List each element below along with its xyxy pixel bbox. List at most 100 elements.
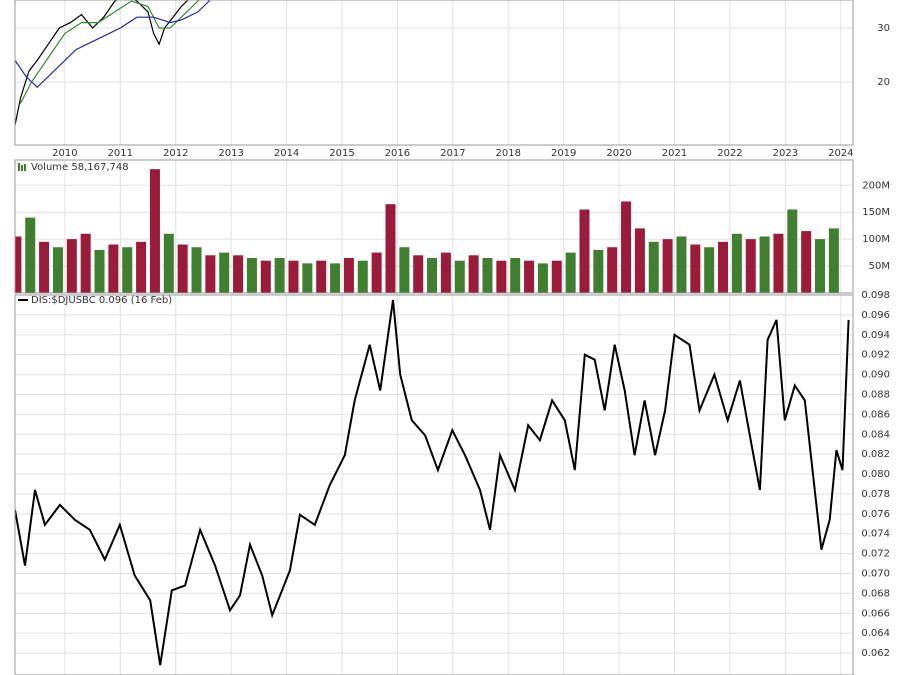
volume-bar — [246, 258, 257, 293]
volume-bar — [496, 260, 507, 293]
volume-bar — [773, 233, 784, 293]
volume-bar — [260, 260, 271, 293]
panel-background — [15, 0, 853, 145]
y-tick-label: 200M — [862, 180, 890, 191]
y-tick-label: 0.070 — [861, 569, 890, 580]
volume-bar — [25, 217, 36, 293]
volume-bar — [787, 209, 798, 293]
volume-bar — [454, 260, 465, 293]
x-tick-label: 2021 — [662, 148, 687, 159]
x-tick-label: 2018 — [496, 148, 521, 159]
volume-bar — [108, 244, 119, 293]
volume-bar — [482, 258, 493, 293]
panel — [15, 0, 853, 145]
volume-bar — [524, 260, 535, 293]
x-tick-label: 2010 — [52, 148, 77, 159]
panel — [15, 160, 853, 293]
volume-bar — [149, 169, 160, 293]
y-tick-label: 0.098 — [861, 290, 890, 301]
y-tick-label: 0.074 — [861, 529, 890, 540]
volume-bar — [274, 258, 285, 293]
y-tick-label: 100M — [862, 234, 890, 245]
volume-bar — [440, 252, 451, 293]
volume-bar — [676, 236, 687, 293]
panel-label: Volume 58,167,748 — [31, 162, 129, 173]
volume-bar — [565, 252, 576, 293]
y-tick-label: 0.064 — [861, 628, 890, 639]
series-line — [15, 0, 211, 89]
y-tick-label: 0.094 — [861, 330, 890, 341]
volume-bar — [371, 252, 382, 293]
volume-bar — [731, 233, 742, 293]
volume-bar — [205, 255, 216, 293]
panel-background — [15, 295, 853, 675]
volume-bar — [343, 258, 354, 293]
x-tick-label: 2015 — [329, 148, 354, 159]
y-tick-label: 0.090 — [861, 370, 890, 381]
volume-bar — [191, 247, 202, 293]
y-tick-label: 0.088 — [861, 389, 890, 400]
volume-bar — [39, 241, 50, 293]
y-tick-label: 0.096 — [861, 310, 890, 321]
y-tick-label: 0.092 — [861, 350, 890, 361]
legend-icon — [18, 163, 20, 171]
volume-bar — [690, 244, 701, 293]
volume-bar — [399, 247, 410, 293]
volume-bar — [330, 263, 341, 293]
y-tick-label: 0.084 — [861, 429, 890, 440]
volume-bar — [662, 239, 673, 293]
series-line — [15, 0, 189, 126]
volume-bar — [648, 241, 659, 293]
x-tick-label: 2016 — [385, 148, 410, 159]
y-tick-label: 150M — [862, 207, 890, 218]
volume-bar — [122, 247, 133, 293]
y-tick-label: 0.068 — [861, 588, 890, 599]
volume-bar — [427, 258, 438, 293]
volume-bar — [94, 249, 105, 293]
panel-label: DIS:$DJUSBC 0.096 (16 Feb) — [31, 295, 172, 306]
x-tick-label: 2014 — [274, 148, 299, 159]
volume-bar — [233, 255, 244, 293]
volume-bar — [357, 260, 368, 293]
legend-icon — [21, 165, 23, 171]
x-tick-label: 2023 — [773, 148, 798, 159]
x-tick-label: 2019 — [551, 148, 576, 159]
volume-bar — [551, 260, 562, 293]
volume-bar — [593, 249, 604, 293]
y-tick-label: 0.080 — [861, 469, 890, 480]
volume-bar — [759, 236, 770, 293]
volume-bar — [510, 258, 521, 293]
volume-bar — [163, 233, 174, 293]
panel-border — [14, 159, 854, 294]
volume-bar — [316, 260, 327, 293]
y-tick-label: 50M — [869, 261, 890, 272]
volume-bar — [385, 204, 396, 293]
panel-border — [14, 294, 854, 675]
y-tick-label: 0.078 — [861, 489, 890, 500]
x-tick-label: 2013 — [218, 148, 243, 159]
x-tick-label: 2017 — [440, 148, 465, 159]
volume-bar — [815, 239, 826, 293]
volume-bar — [15, 236, 22, 293]
volume-bar — [621, 201, 632, 293]
volume-bar — [177, 244, 188, 293]
y-tick-label: 0.086 — [861, 409, 890, 420]
volume-bar — [801, 231, 812, 293]
x-tick-label: 2011 — [108, 148, 133, 159]
panel — [15, 295, 853, 675]
volume-bar — [468, 255, 479, 293]
volume-bar — [718, 241, 729, 293]
volume-bar — [219, 252, 230, 293]
volume-bar — [413, 255, 424, 293]
volume-bar — [745, 239, 756, 293]
legend-icon — [24, 164, 26, 171]
y-tick-label: 0.076 — [861, 509, 890, 520]
y-tick-label: 0.062 — [861, 648, 890, 659]
volume-bar — [579, 209, 590, 293]
volume-bar — [52, 247, 63, 293]
volume-bar — [302, 263, 313, 293]
y-tick-label: 0.072 — [861, 549, 890, 560]
volume-bar — [828, 228, 839, 293]
volume-bar — [607, 247, 618, 293]
